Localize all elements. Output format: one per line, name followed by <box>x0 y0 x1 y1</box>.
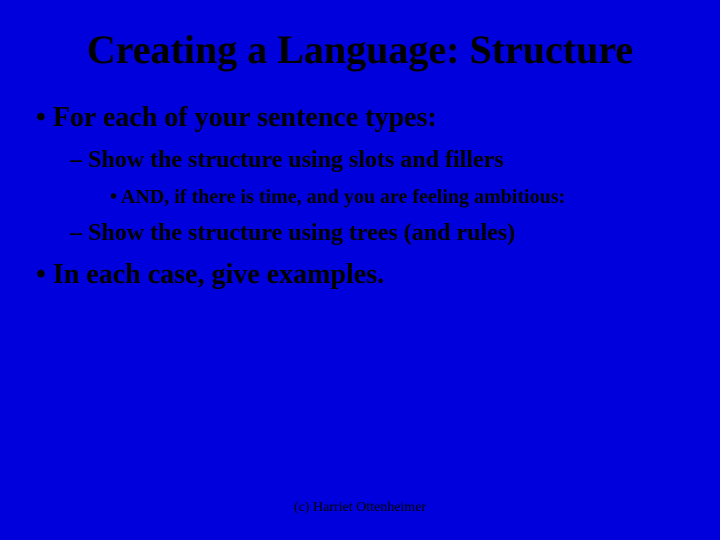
bullet-text: Show the structure using slots and fille… <box>88 147 504 173</box>
bullet-text: For each of your sentence types: <box>53 102 437 133</box>
bullet-level3: AND, if there is time, and you are feeli… <box>110 184 684 210</box>
bullet-text: In each case, give examples. <box>53 259 384 290</box>
bullet-level2: Show the structure using trees (and rule… <box>70 218 684 249</box>
slide-title: Creating a Language: Structure <box>36 28 684 72</box>
slide-footer: (c) Harriet Ottenheimer <box>0 500 720 516</box>
bullet-level1: For each of your sentence types: <box>36 100 684 135</box>
bullet-text: AND, if there is time, and you are feeli… <box>121 186 565 208</box>
bullet-level1: In each case, give examples. <box>36 257 684 292</box>
bullet-level2: Show the structure using slots and fille… <box>70 145 684 176</box>
slide-container: Creating a Language: Structure For each … <box>0 0 720 540</box>
bullet-text: Show the structure using trees (and rule… <box>88 220 515 246</box>
